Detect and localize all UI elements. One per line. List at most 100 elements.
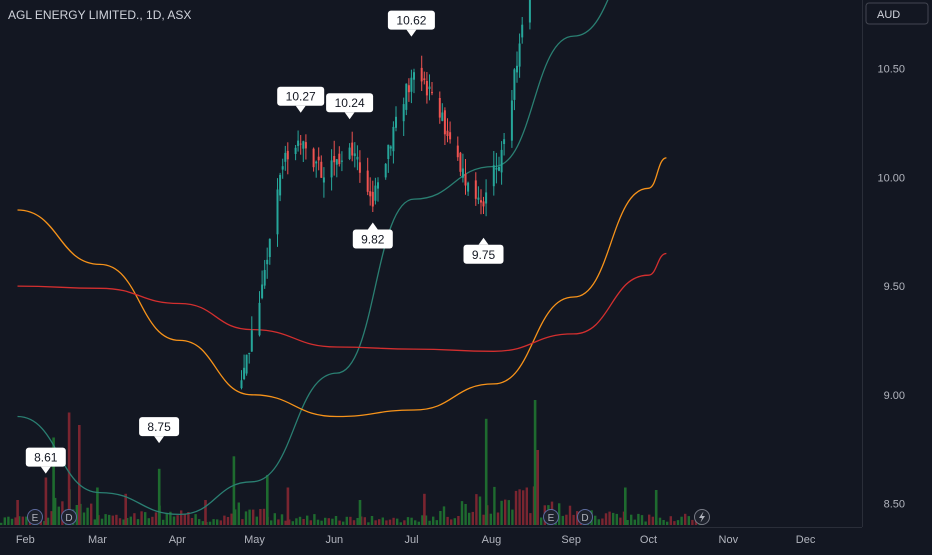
volume-bar xyxy=(241,519,244,525)
volume-bar xyxy=(432,516,435,525)
volume-bar xyxy=(190,518,194,525)
candle xyxy=(492,165,495,187)
volume-bar xyxy=(453,518,456,525)
candle xyxy=(245,354,248,374)
candle xyxy=(402,104,405,122)
event-marker-circle xyxy=(27,509,43,525)
volume-bar xyxy=(396,518,399,525)
callout-box xyxy=(326,93,374,113)
volume-bar xyxy=(57,506,60,525)
volume-bar xyxy=(216,519,219,525)
volume-bar xyxy=(482,514,485,525)
volume-bar xyxy=(399,522,402,525)
callout-box xyxy=(352,229,393,249)
volume-bar xyxy=(358,500,362,525)
volume-bar xyxy=(378,519,381,525)
event-marker-circle xyxy=(61,509,77,525)
currency-button[interactable]: AUD xyxy=(865,2,929,25)
volume-bar xyxy=(496,512,500,525)
volume-bar xyxy=(493,486,496,525)
event-marker-label: E xyxy=(32,513,39,524)
candle xyxy=(284,152,287,162)
volume-bar xyxy=(25,516,28,525)
volume-bar xyxy=(44,477,48,525)
callout-label: 10.24 xyxy=(335,96,365,110)
volume-bar xyxy=(262,508,266,525)
candle xyxy=(286,150,289,160)
candle xyxy=(266,259,269,265)
volume-bar xyxy=(219,520,222,525)
volume-bar xyxy=(349,516,352,525)
callout-label: 8.61 xyxy=(34,451,58,465)
candle xyxy=(248,352,251,354)
candle xyxy=(312,148,315,168)
volume-bar xyxy=(417,521,420,525)
volume-bar xyxy=(666,521,669,525)
candle xyxy=(268,238,271,257)
event-marker-label: D xyxy=(581,513,588,524)
callout-pointer xyxy=(478,237,489,245)
candle xyxy=(320,161,323,178)
moving-average-line xyxy=(17,0,609,516)
volume-bar xyxy=(244,511,248,525)
candle xyxy=(513,69,516,100)
volume-bar xyxy=(489,513,492,525)
volume-bar xyxy=(460,501,464,525)
volume-bar xyxy=(403,520,406,525)
event-marker-e: E xyxy=(27,509,43,525)
volume-bar xyxy=(533,400,537,525)
candle xyxy=(521,24,524,38)
volume-bar xyxy=(100,518,104,525)
candle xyxy=(428,86,431,89)
price-callout: 10.24 xyxy=(326,93,374,120)
volume-bar xyxy=(126,518,129,525)
volume-bar xyxy=(484,418,488,526)
event-marker-e: E xyxy=(543,509,559,525)
volume-bar xyxy=(10,518,14,525)
volume-bar xyxy=(385,520,388,525)
candle xyxy=(374,185,377,201)
volume-bar xyxy=(50,511,53,525)
volume-bar xyxy=(266,475,269,525)
volume-bar xyxy=(201,521,204,525)
candle xyxy=(395,116,397,128)
candle xyxy=(459,152,462,172)
candle xyxy=(371,191,374,207)
callout-box xyxy=(387,10,435,30)
candle xyxy=(413,72,415,80)
event-marker-circle xyxy=(543,509,559,525)
price-callout: 9.75 xyxy=(463,237,504,264)
volume-bar xyxy=(475,494,478,525)
callout-label: 9.75 xyxy=(472,248,496,262)
volume-bar xyxy=(286,487,290,525)
candle xyxy=(353,153,356,156)
candle xyxy=(477,197,480,200)
volume-bar xyxy=(165,512,168,525)
candle xyxy=(348,147,351,159)
volume-bar xyxy=(594,515,597,525)
candle xyxy=(258,302,261,336)
volume-bar xyxy=(342,521,345,525)
volume-bar xyxy=(302,519,305,525)
candle xyxy=(356,156,359,160)
time-tick-label: May xyxy=(244,534,265,546)
volume-bar xyxy=(644,521,647,525)
candle xyxy=(516,65,518,73)
volume-bar xyxy=(298,516,302,525)
volume-bar xyxy=(471,511,474,525)
volume-bar xyxy=(237,502,240,525)
candle xyxy=(333,156,336,163)
callout-pointer xyxy=(367,222,378,230)
volume-bar xyxy=(500,500,503,525)
volume-bar xyxy=(255,516,258,525)
candle xyxy=(407,85,410,93)
volume-bar xyxy=(423,493,426,526)
volume-bar xyxy=(129,516,132,525)
volume-bar xyxy=(183,513,186,525)
volume-bar xyxy=(248,509,251,525)
event-marker-circle xyxy=(577,509,593,525)
volume-bar xyxy=(176,515,179,525)
volume-bar xyxy=(651,516,654,525)
